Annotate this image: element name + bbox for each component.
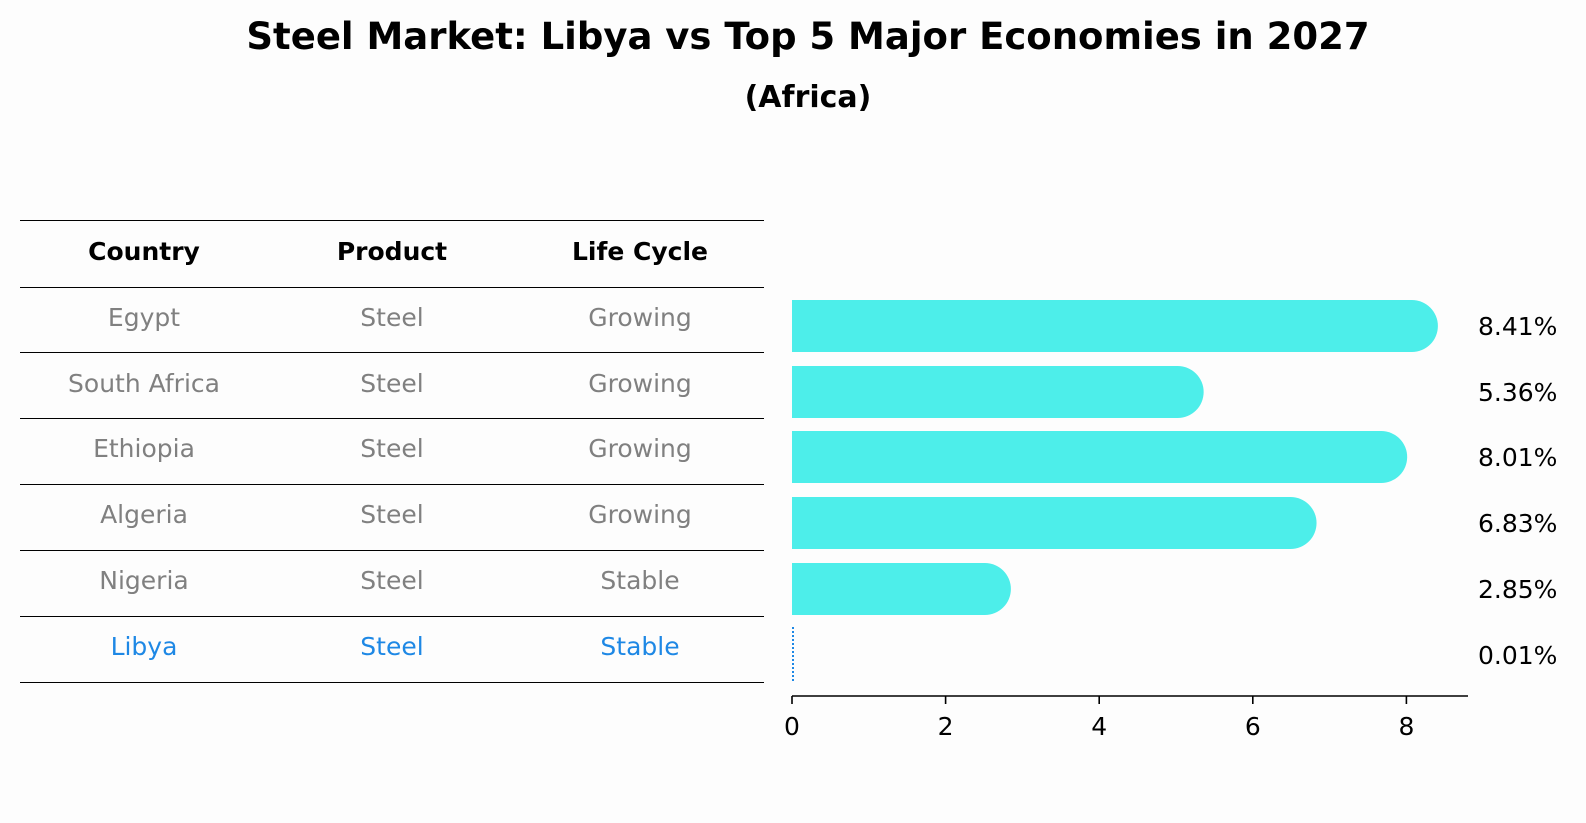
bar bbox=[792, 497, 1317, 549]
header-product: Product bbox=[336, 237, 448, 266]
bar bbox=[792, 563, 1011, 615]
header-life-cycle: Life Cycle bbox=[571, 237, 709, 266]
table-rule bbox=[20, 352, 764, 353]
cell-country: Egypt bbox=[107, 303, 181, 332]
bar bbox=[792, 366, 1204, 418]
bar bbox=[792, 300, 1438, 352]
cell-product: Steel bbox=[360, 500, 424, 529]
x-tick-label: 2 bbox=[938, 712, 954, 741]
cell-life-cycle-highlight: Stable bbox=[600, 632, 680, 661]
bar-value-label: 2.85% bbox=[1478, 575, 1557, 604]
bar-value-label: 8.01% bbox=[1478, 443, 1557, 472]
header-country: Country bbox=[88, 237, 200, 266]
table-rule bbox=[20, 616, 764, 617]
bar-value-label: 6.83% bbox=[1478, 509, 1557, 538]
cell-life-cycle: Growing bbox=[588, 500, 692, 529]
bar-value-label: 5.36% bbox=[1478, 378, 1557, 407]
cell-country-highlight: Libya bbox=[110, 632, 178, 661]
table-rule bbox=[20, 484, 764, 485]
bar-value-label: 0.01% bbox=[1478, 641, 1557, 670]
table-rule bbox=[20, 682, 764, 683]
chart-title: Steel Market: Libya vs Top 5 Major Econo… bbox=[246, 15, 1370, 58]
bar bbox=[792, 431, 1408, 483]
cell-country: Algeria bbox=[100, 500, 188, 529]
x-tick-label: 4 bbox=[1091, 712, 1107, 741]
cell-product: Steel bbox=[360, 434, 424, 463]
cell-life-cycle: Growing bbox=[588, 369, 692, 398]
cell-product: Steel bbox=[360, 369, 424, 398]
cell-product: Steel bbox=[360, 303, 424, 332]
table-rule bbox=[20, 550, 764, 551]
x-tick-label: 0 bbox=[784, 712, 800, 741]
table-rule bbox=[20, 220, 764, 221]
x-tick-label: 8 bbox=[1398, 712, 1414, 741]
cell-product-highlight: Steel bbox=[360, 632, 424, 661]
cell-life-cycle: Growing bbox=[588, 434, 692, 463]
table-rule bbox=[20, 418, 764, 419]
chart-subtitle: (Africa) bbox=[744, 80, 872, 115]
x-tick-label: 6 bbox=[1245, 712, 1261, 741]
cell-country: Nigeria bbox=[99, 566, 189, 595]
bar-value-label: 8.41% bbox=[1478, 312, 1557, 341]
cell-life-cycle: Growing bbox=[588, 303, 692, 332]
cell-life-cycle: Stable bbox=[600, 566, 680, 595]
table-rule bbox=[20, 287, 764, 288]
cell-country: South Africa bbox=[68, 369, 220, 398]
cell-country: Ethiopia bbox=[93, 434, 195, 463]
cell-product: Steel bbox=[360, 566, 424, 595]
